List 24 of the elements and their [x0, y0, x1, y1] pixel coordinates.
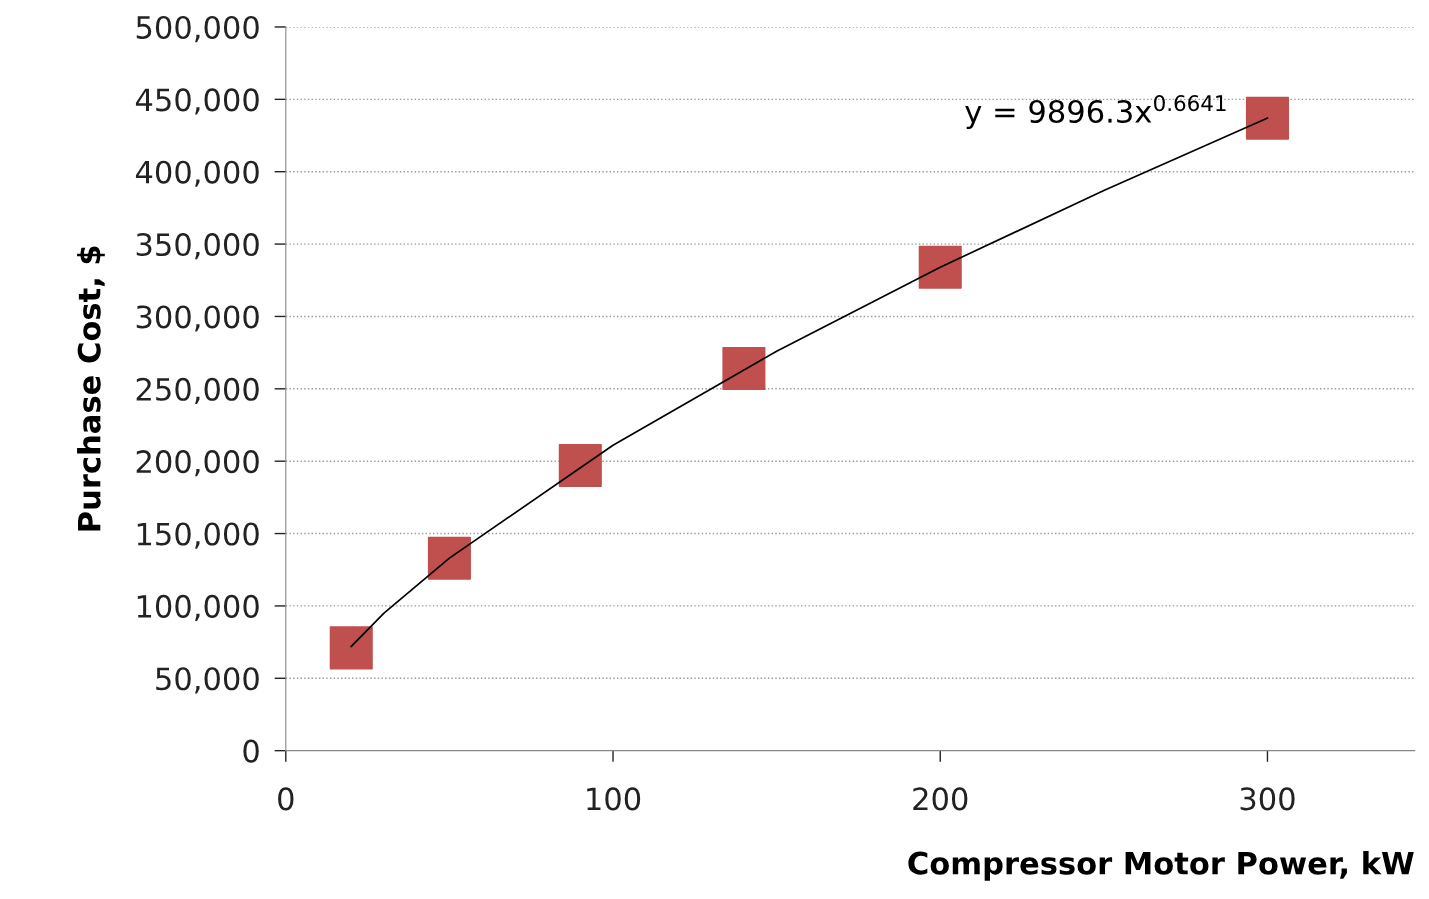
y-tick-label: 0 [243, 739, 259, 763]
y-tick-label: 150,000 [137, 522, 259, 549]
x-tick-label: 300 [1240, 787, 1295, 811]
y-axis-title: Purchase Cost, $ [77, 246, 105, 531]
point [722, 347, 766, 391]
point [558, 444, 602, 488]
point [427, 536, 471, 580]
x-tick-label: 200 [913, 787, 968, 811]
y-tick-label: 450,000 [135, 88, 259, 115]
point [329, 626, 373, 670]
x-axis-title: Compressor Motor Power, kW [908, 851, 1414, 881]
y-tick-label: 250,000 [136, 377, 259, 404]
y-tick-label: 300,000 [136, 305, 259, 332]
x-tick-label: 100 [587, 787, 641, 811]
y-tick-label: 100,000 [137, 594, 259, 622]
point [918, 245, 962, 289]
y-tick-label: 50,000 [156, 667, 259, 694]
point [1245, 96, 1289, 140]
y-tick-label: 350,000 [136, 233, 259, 260]
annotation: y = 9896.3x$^{0.6641}$ [965, 95, 1226, 129]
y-tick-label: 400,000 [135, 160, 259, 187]
y-tick-label: 500,000 [136, 15, 259, 43]
x-tick-label: 0 [278, 787, 294, 811]
y-tick-label: 200,000 [136, 450, 259, 477]
